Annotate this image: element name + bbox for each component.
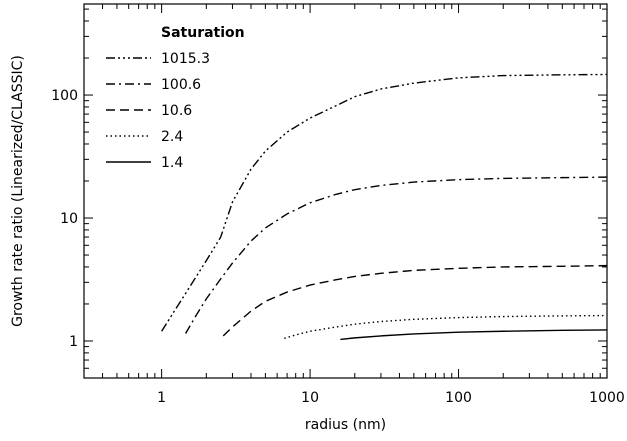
series-line-100-6	[184, 176, 608, 334]
x-axis-tick-labels: 1 10 100 1000	[157, 390, 625, 406]
x-tick-label: 100	[445, 390, 472, 406]
series-line-2-4	[284, 314, 608, 340]
x-tick-label: 1	[157, 390, 166, 406]
legend-label: 2.4	[161, 129, 183, 145]
legend-items: 1015.3 100.6 10.6 2.4 1.4	[106, 51, 210, 171]
y-tick-label: 10	[60, 211, 78, 227]
x-axis-label: radius (nm)	[305, 417, 386, 433]
y-axis-ticks	[84, 8, 607, 379]
x-tick-label: 1000	[589, 390, 625, 406]
legend-label: 1.4	[161, 155, 183, 171]
legend-label: 100.6	[161, 77, 201, 93]
y-tick-label: 1	[69, 334, 78, 350]
legend-title: Saturation	[161, 25, 245, 41]
legend-label: 10.6	[161, 103, 192, 119]
legend: Saturation 1015.3 100.6 10.6 2.4 1.4	[106, 25, 245, 171]
series-lines	[161, 73, 608, 341]
plot-frame	[83, 3, 608, 379]
series-line-1015-3	[161, 73, 608, 332]
x-axis-ticks	[83, 4, 608, 378]
series-line-1-4	[340, 329, 608, 341]
legend-label: 1015.3	[161, 51, 210, 67]
y-axis-tick-labels: 1 10 100	[51, 88, 78, 350]
y-tick-label: 100	[51, 88, 78, 104]
x-tick-label: 10	[301, 390, 319, 406]
y-axis-label: Growth rate ratio (Linearized/CLASSIC)	[10, 55, 26, 327]
series-line-10-6	[222, 264, 608, 337]
